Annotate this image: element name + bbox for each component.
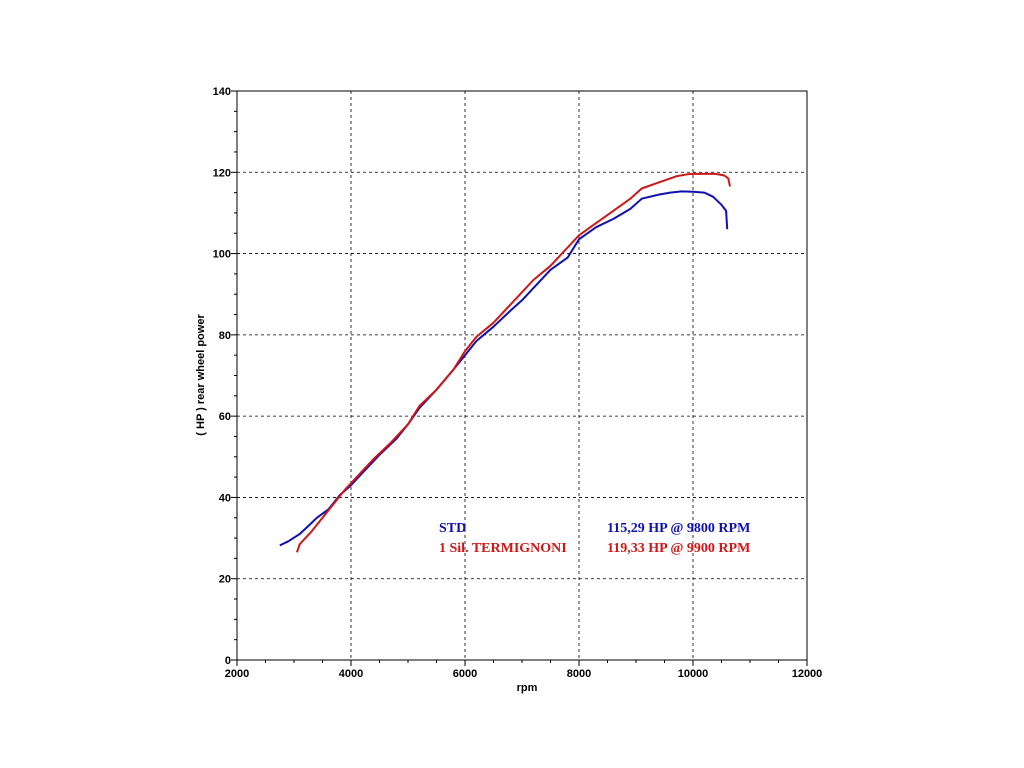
minor-ticks bbox=[231, 90, 808, 666]
x-tick-label-8000: 8000 bbox=[567, 668, 591, 680]
series-line-1 bbox=[295, 172, 731, 553]
x-axis-label: rpm bbox=[517, 682, 538, 694]
y-tick-label-140: 140 bbox=[213, 86, 231, 98]
series-line-0 bbox=[279, 190, 729, 547]
legend: STD 115,29 HP @ 9800 RPM 1 Sil. TERMIGNO… bbox=[439, 521, 750, 556]
x-tick-label-6000: 6000 bbox=[453, 668, 477, 680]
y-tick-labels: 0 20 40 60 80 100 120 140 bbox=[213, 86, 231, 667]
legend-series-0-name: STD bbox=[439, 521, 466, 536]
y-tick-label-80: 80 bbox=[219, 330, 231, 342]
y-tick-label-0: 0 bbox=[225, 655, 231, 667]
y-tick-label-60: 60 bbox=[219, 411, 231, 423]
x-tick-label-4000: 4000 bbox=[339, 668, 363, 680]
legend-series-1-summary: 119,33 HP @ 9900 RPM bbox=[607, 541, 750, 556]
x-tick-labels: 2000 4000 6000 8000 10000 12000 bbox=[225, 668, 823, 680]
x-tick-label-12000: 12000 bbox=[792, 668, 823, 680]
plot-frame bbox=[236, 90, 808, 661]
legend-series-1-name: 1 Sil. TERMIGNONI bbox=[439, 541, 567, 556]
x-tick-label-2000: 2000 bbox=[225, 668, 249, 680]
y-tick-label-120: 120 bbox=[213, 167, 231, 179]
series-lines bbox=[279, 172, 731, 553]
y-tick-label-20: 20 bbox=[219, 574, 231, 586]
legend-series-0-summary: 115,29 HP @ 9800 RPM bbox=[607, 521, 750, 536]
y-tick-label-100: 100 bbox=[213, 249, 231, 261]
y-tick-label-40: 40 bbox=[219, 492, 231, 504]
x-tick-label-10000: 10000 bbox=[678, 668, 709, 680]
grid bbox=[237, 91, 807, 660]
y-axis-label: ( HP ) rear wheel power bbox=[195, 314, 207, 436]
